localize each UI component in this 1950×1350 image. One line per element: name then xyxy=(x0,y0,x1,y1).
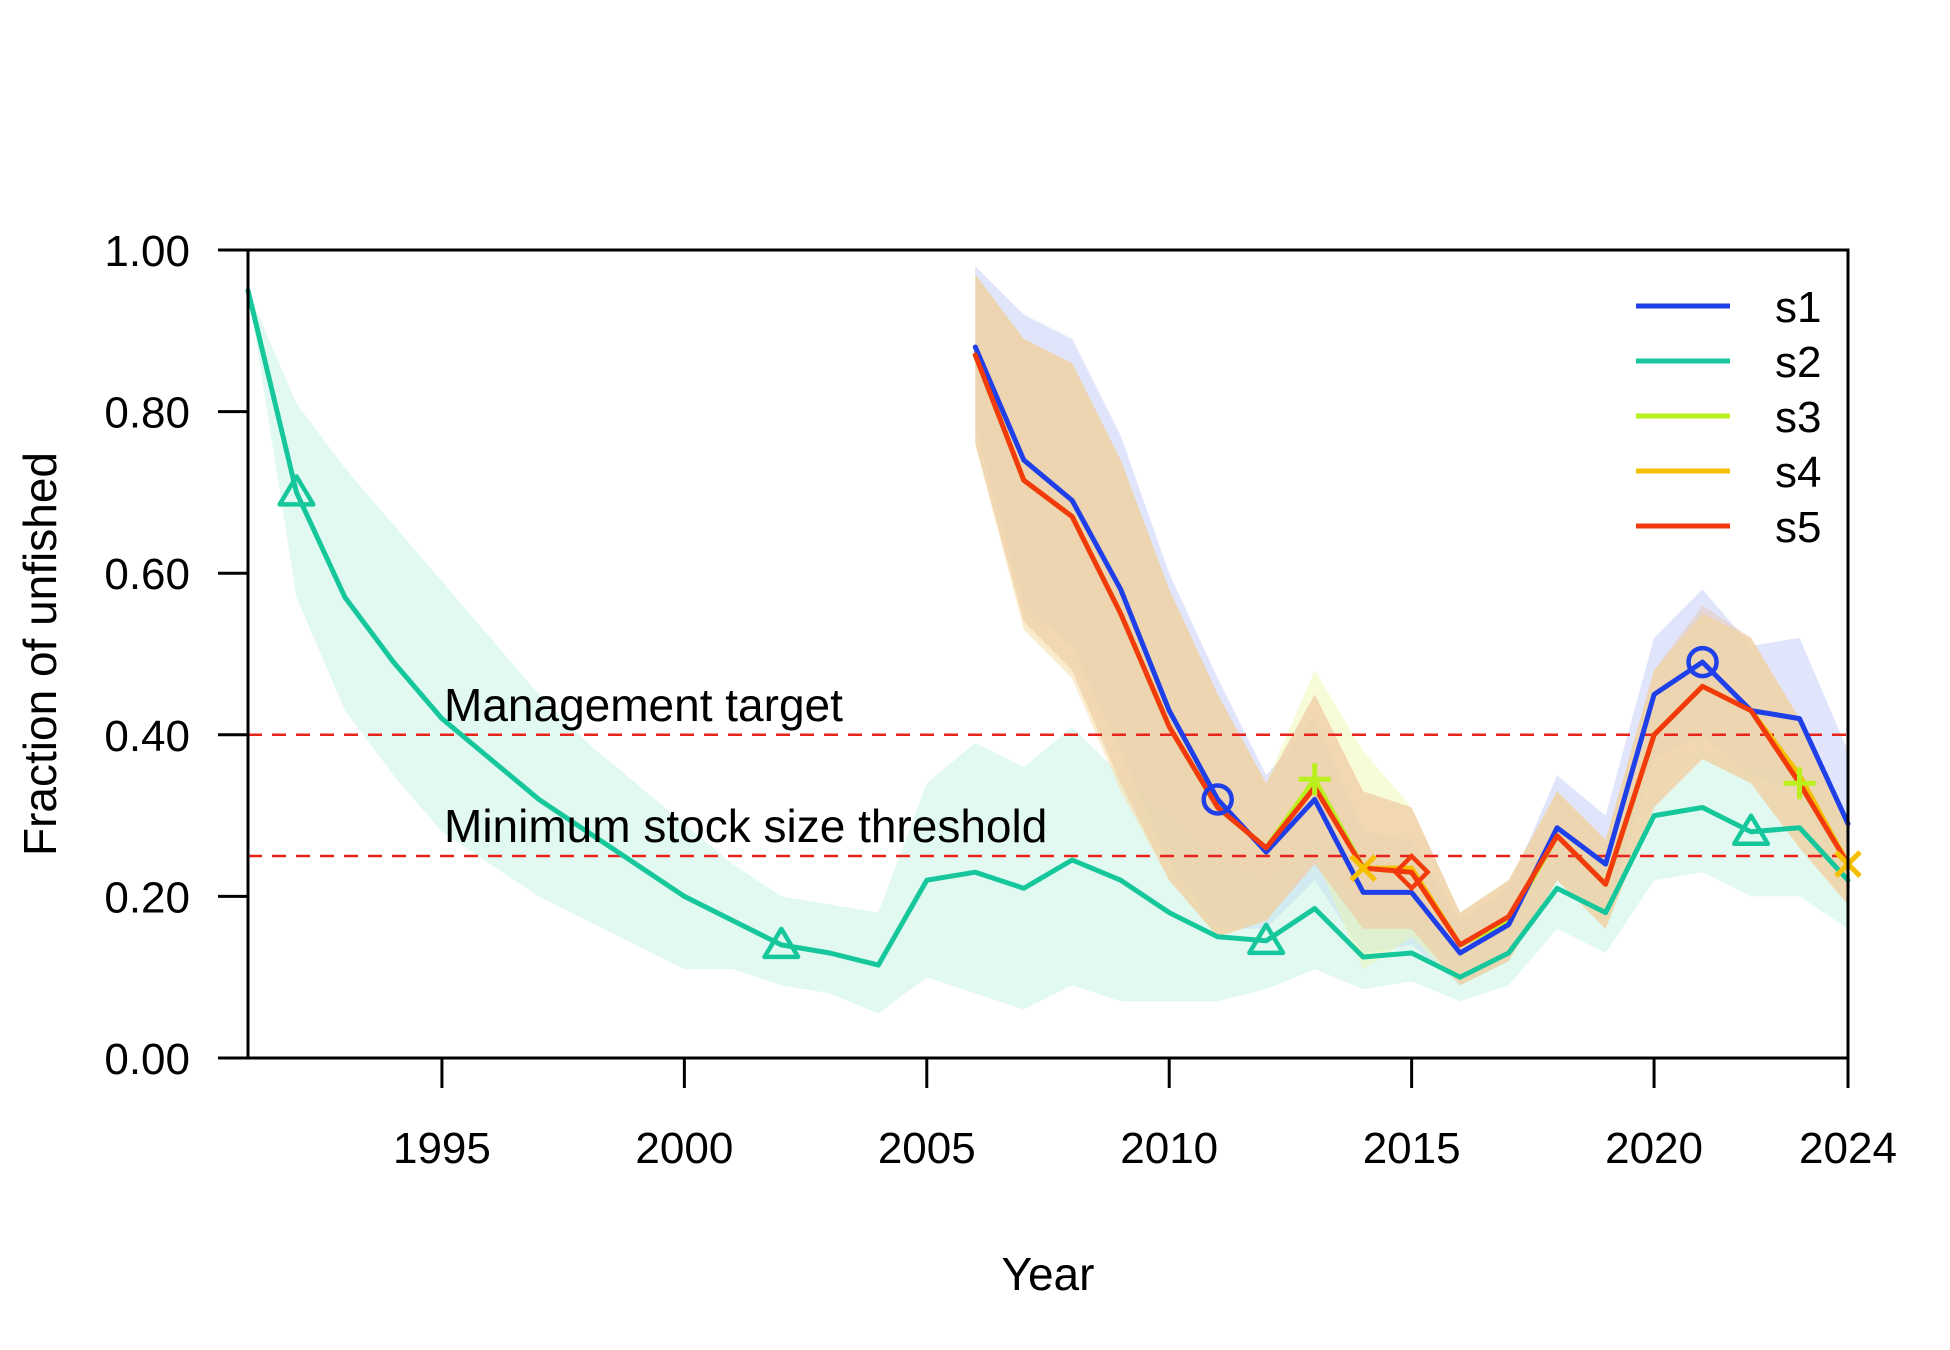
marker-s2-2022 xyxy=(1731,813,1771,847)
x-axis: 1995 2000 2005 2010 2015 2020 2024 xyxy=(218,1056,1897,1173)
marker-s5-2015 xyxy=(1392,852,1431,892)
x-tick-label: 2005 xyxy=(878,1124,976,1173)
y-axis-title: Fraction of unfished xyxy=(14,452,66,856)
series-line-s2 xyxy=(245,287,1851,980)
series-lines xyxy=(245,287,1851,980)
reference-label-0: Management target xyxy=(444,679,843,731)
marker-s3-2023 xyxy=(1783,767,1816,800)
y-tick-label: 0.40 xyxy=(104,712,190,761)
x-tick-label: 1995 xyxy=(393,1124,491,1173)
confidence-bands xyxy=(248,266,1848,1014)
x-tick-label: 2000 xyxy=(635,1124,733,1173)
legend-label-s2: s2 xyxy=(1775,338,1821,387)
y-tick-label: 0.60 xyxy=(104,550,190,599)
marker-s2-2012 xyxy=(1247,922,1286,956)
x-tick-label: 2015 xyxy=(1363,1124,1461,1173)
y-tick-label: 1.00 xyxy=(104,227,190,276)
legend-label-s5: s5 xyxy=(1775,503,1821,552)
band-s2 xyxy=(248,290,1848,1014)
series-line-s1 xyxy=(972,344,1851,956)
marker-s2-2002 xyxy=(762,926,801,960)
legend-label-s4: s4 xyxy=(1775,448,1821,497)
marker-s1-2021 xyxy=(1686,645,1719,679)
marker-s4-2014 xyxy=(1349,854,1377,882)
x-tick-label: 2024 xyxy=(1799,1124,1897,1173)
marker-s2-1992 xyxy=(277,474,316,507)
marker-s3-2013 xyxy=(1298,763,1331,796)
legend-label-s3: s3 xyxy=(1775,393,1821,442)
reference-label-1: Minimum stock size threshold xyxy=(444,800,1047,852)
y-axis: 0.00 0.20 0.40 0.60 0.80 1.00 xyxy=(104,227,248,1084)
y-tick-label: 0.00 xyxy=(104,1035,190,1084)
y-tick-label: 0.20 xyxy=(104,873,190,922)
series-line-s5 xyxy=(972,352,1851,948)
x-tick-label: 2010 xyxy=(1120,1124,1218,1173)
legend: s1 s2 s3 s4 s5 xyxy=(1636,283,1821,552)
x-axis-title: Year xyxy=(1002,1248,1095,1300)
series-markers xyxy=(277,474,1862,960)
y-tick-label: 0.80 xyxy=(104,389,190,438)
marker-s1-2011 xyxy=(1201,783,1234,816)
x-tick-label: 2020 xyxy=(1605,1124,1703,1173)
legend-label-s1: s1 xyxy=(1775,283,1821,332)
annotations: Management target Minimum stock size thre… xyxy=(444,679,1047,852)
